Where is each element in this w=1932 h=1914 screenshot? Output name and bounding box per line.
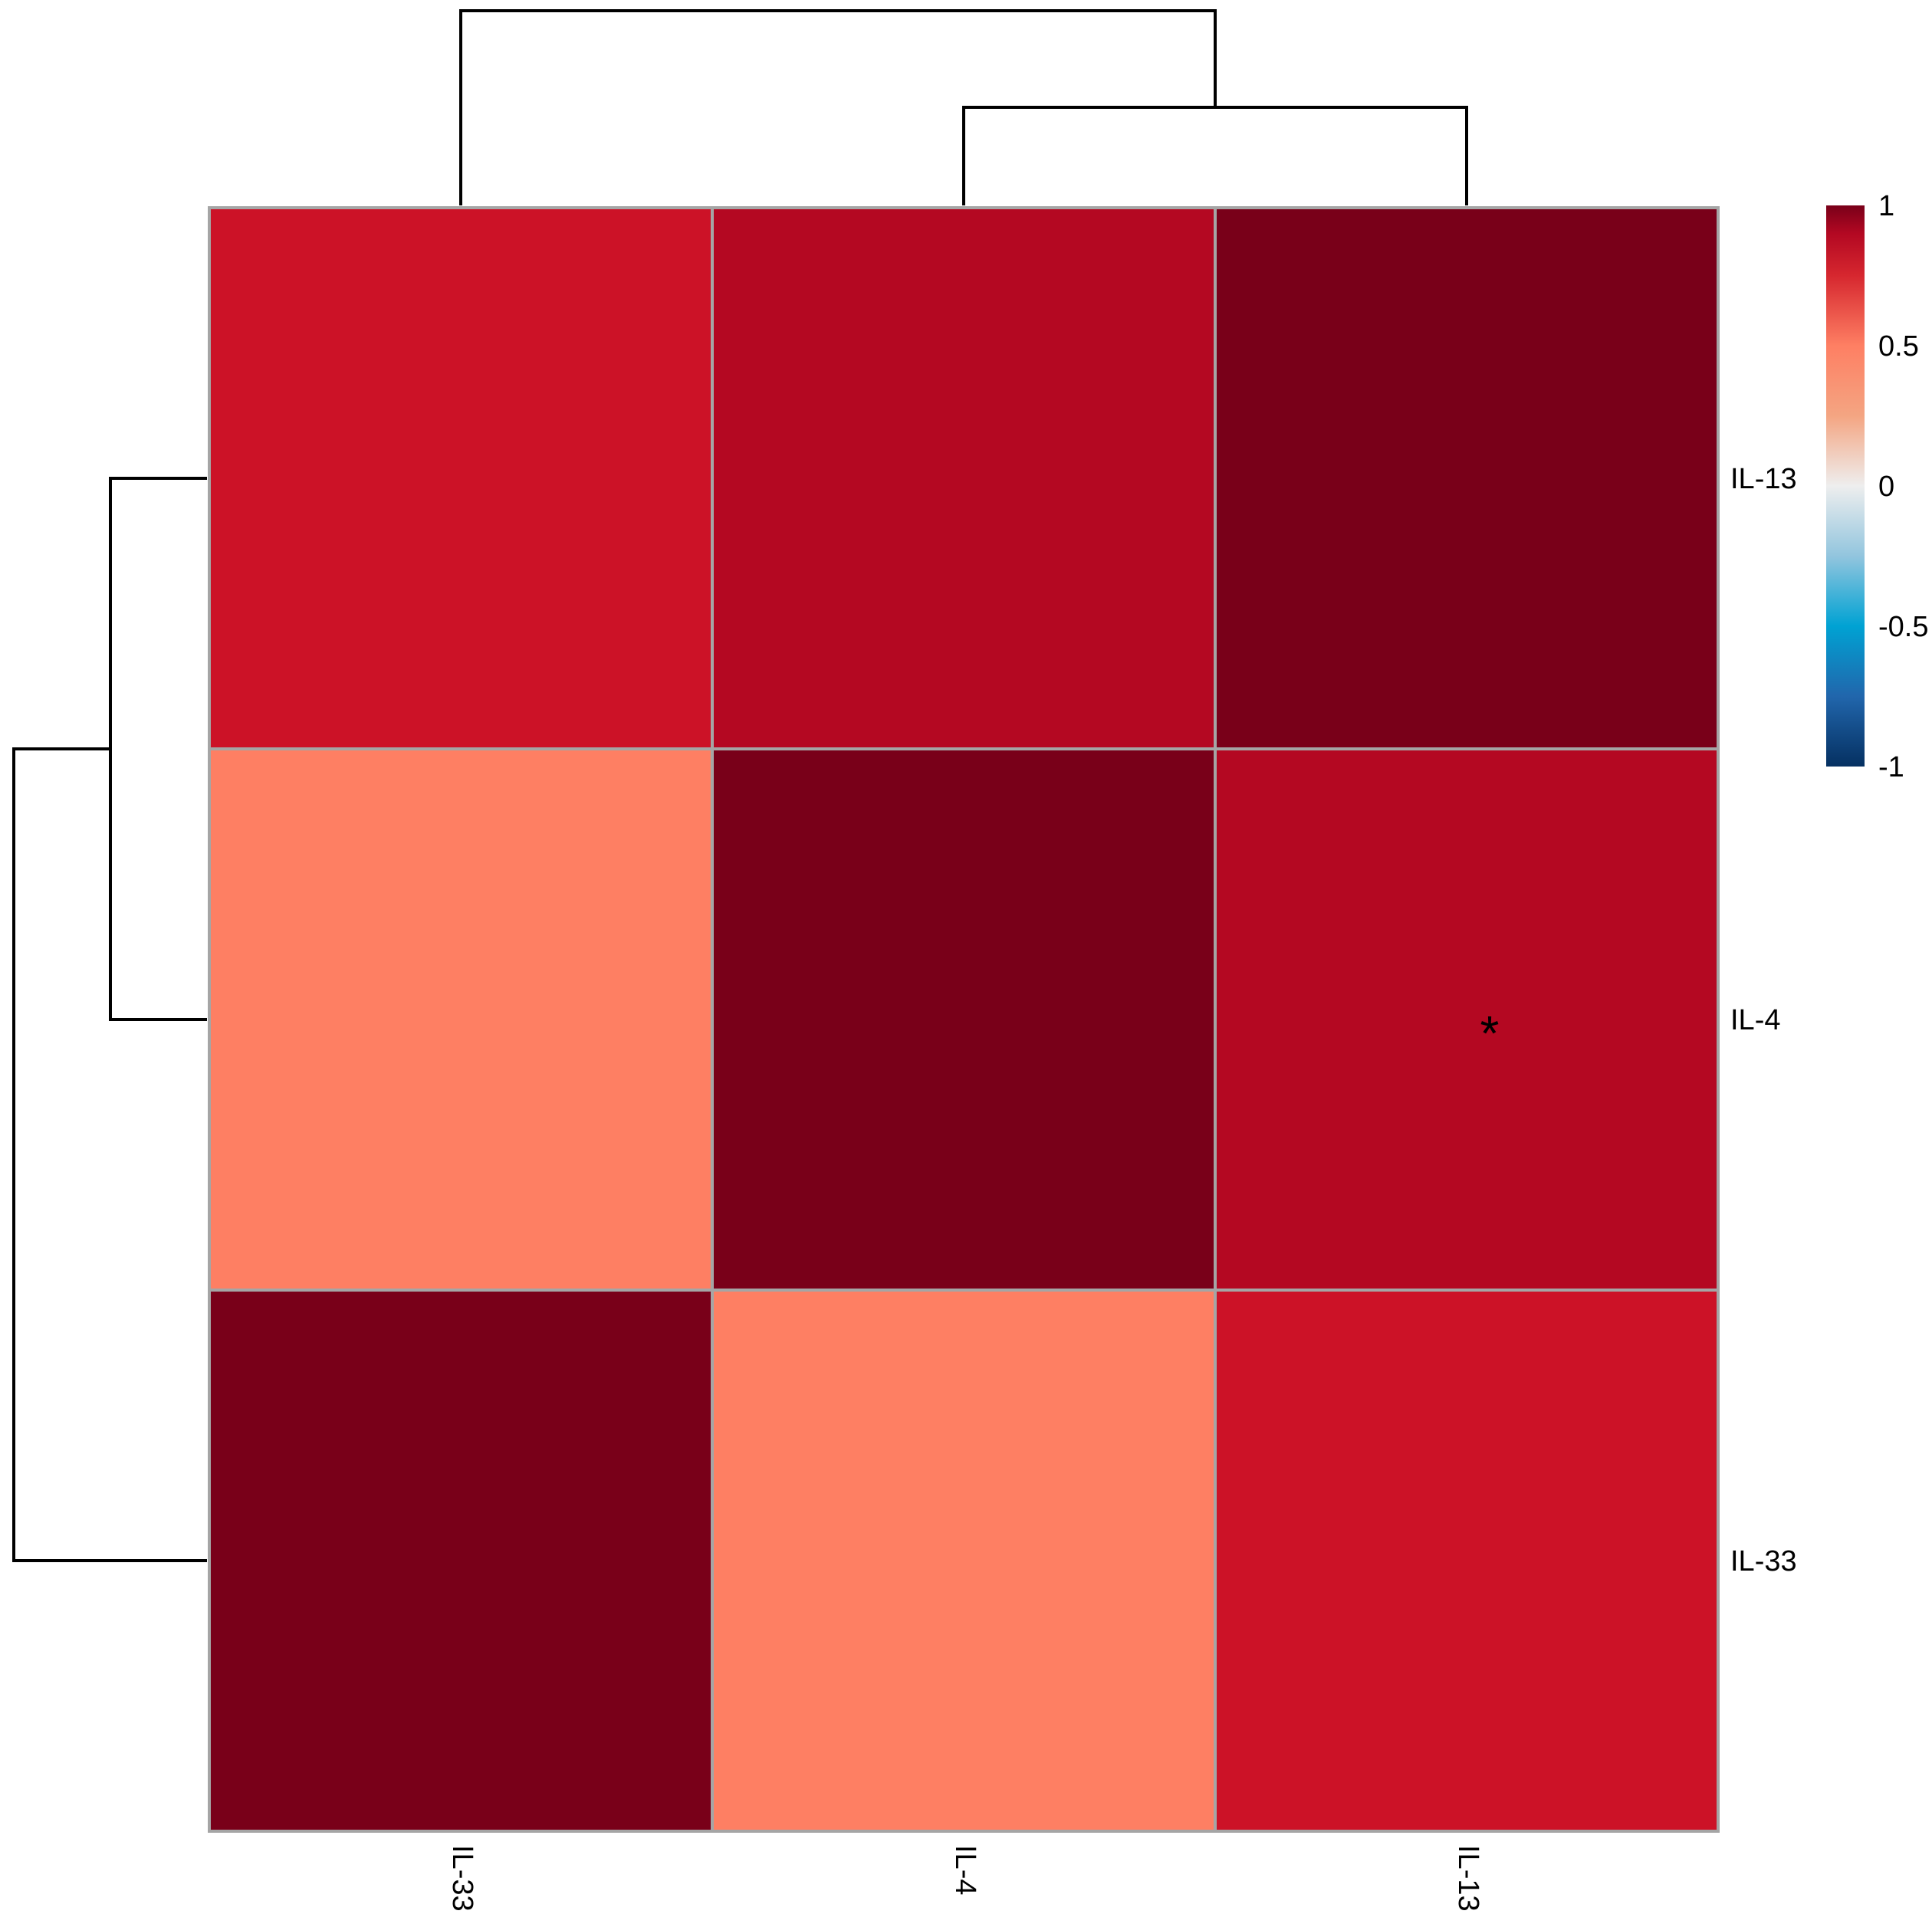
heatmap-cell-IL-4-IL-4	[711, 747, 1217, 1292]
column-label: IL-4	[949, 1845, 981, 1895]
col-dendrogram-root	[459, 9, 1217, 205]
column-dendrogram	[459, 9, 1468, 205]
heatmap-annotations: *	[1480, 1006, 1500, 1061]
legend-tick-label: -1	[1878, 751, 1904, 783]
legend-colorbar	[1826, 205, 1865, 767]
row-dendrogram-branch	[109, 477, 207, 1021]
row-label: IL-13	[1730, 463, 1797, 495]
row-labels: IL-13 IL-4 IL-33	[1730, 463, 1797, 1577]
heatmap-cells	[208, 206, 1720, 1833]
heatmap-cell-IL-4-IL-13	[1214, 747, 1720, 1292]
row-label: IL-4	[1730, 1004, 1780, 1036]
row-dendrogram	[12, 477, 207, 1562]
heatmap-cell-IL-33-IL-4	[711, 1289, 1217, 1833]
column-labels: IL-33 IL-4 IL-13	[446, 1845, 1484, 1912]
row-label: IL-33	[1730, 1545, 1797, 1577]
row-dendrogram-root	[12, 747, 207, 1562]
legend-tick-label: -0.5	[1878, 611, 1928, 643]
heatmap-cell-IL-13-IL-13	[1214, 206, 1720, 750]
column-label: IL-33	[446, 1845, 478, 1912]
heatmap-cell-IL-4-IL-33	[208, 747, 714, 1292]
heatmap-cell-IL-33-IL-33	[208, 1289, 714, 1833]
heatmap-cell-IL-33-IL-13	[1214, 1289, 1720, 1833]
legend-tick-label: 0.5	[1878, 330, 1919, 363]
column-label: IL-13	[1452, 1845, 1484, 1912]
color-legend: 1 0.5 0 -0.5 -1	[1826, 190, 1928, 783]
significance-marker: *	[1480, 1006, 1500, 1061]
legend-tick-label: 0	[1878, 471, 1894, 503]
heatmap-cell-IL-13-IL-33	[208, 206, 714, 750]
legend-tick-labels: 1 0.5 0 -0.5 -1	[1878, 190, 1928, 783]
col-dendrogram-branch	[962, 106, 1468, 205]
heatmap-cell-IL-13-IL-4	[711, 206, 1217, 750]
legend-tick-label: 1	[1878, 190, 1894, 222]
